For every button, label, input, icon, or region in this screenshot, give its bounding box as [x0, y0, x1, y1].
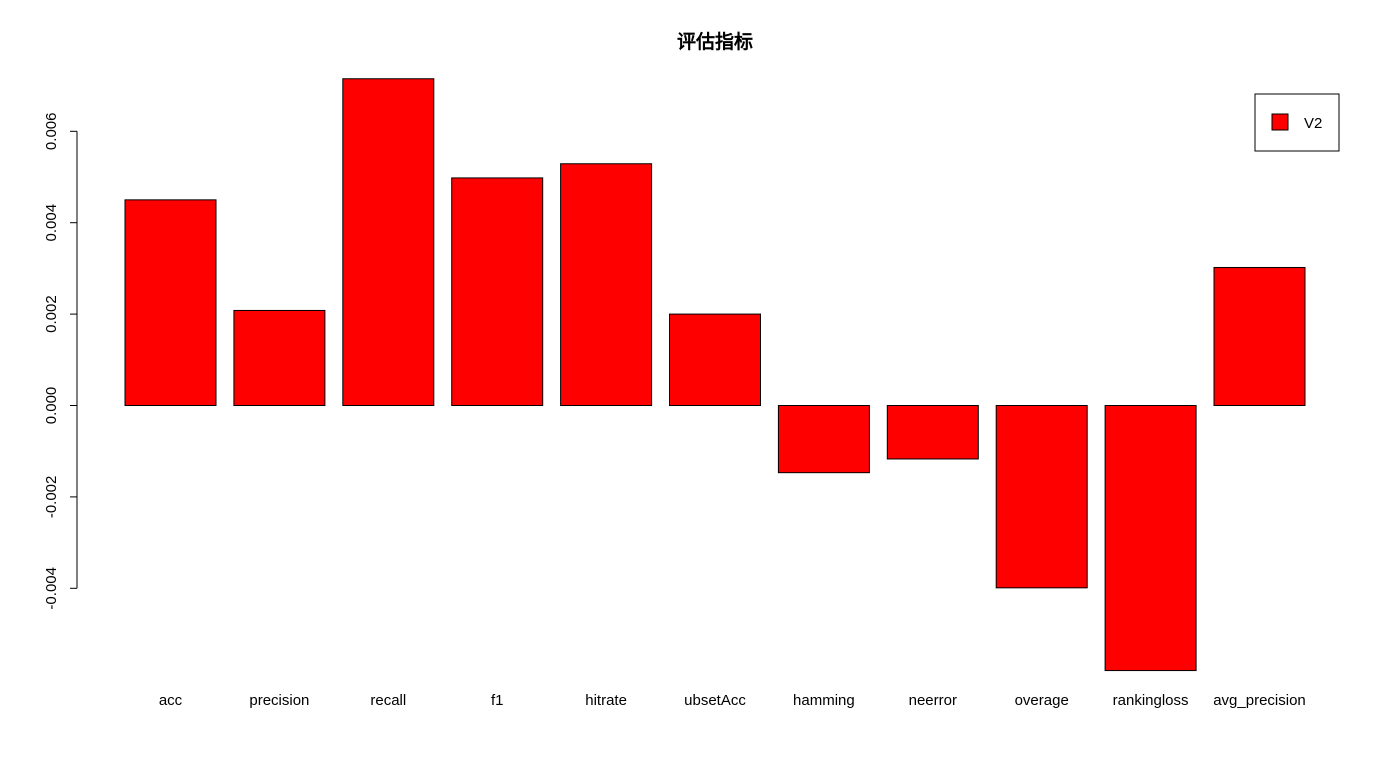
bar-acc	[124, 199, 217, 406]
y-tick-label: 0.002	[43, 295, 60, 333]
category-label: recall	[370, 692, 406, 709]
y-tick-label: 0.004	[43, 204, 60, 242]
category-label: ubsetAcc	[684, 692, 746, 709]
category-labels: acc precision recall f1 hitrate ubsetAcc hammi…	[159, 692, 1306, 709]
bar-hitrate	[560, 163, 653, 406]
y-axis: 0.006 0.004 0.002 0.000 -0.002 -0.004	[43, 113, 78, 610]
bar-precision	[233, 309, 326, 406]
bar-ubsetAcc	[669, 313, 761, 407]
legend-box	[1254, 93, 1340, 152]
legend-label: V2	[1304, 115, 1322, 132]
category-label: neerror	[909, 692, 957, 709]
category-label: rankingloss	[1113, 692, 1189, 709]
bar-hamming	[777, 405, 870, 474]
y-tick-label: 0.006	[43, 113, 60, 151]
bar-overage	[995, 405, 1088, 589]
bar-f1	[451, 177, 544, 406]
y-tick-label: -0.004	[43, 567, 60, 610]
category-label: f1	[491, 692, 504, 709]
bar-recall	[342, 78, 435, 407]
bar-rankingloss	[1104, 405, 1197, 672]
bar-neerror	[886, 405, 979, 460]
legend: V2	[1254, 93, 1340, 152]
category-label: hitrate	[585, 692, 627, 709]
category-label: acc	[159, 692, 183, 709]
category-label: hamming	[793, 692, 855, 709]
category-label: precision	[249, 692, 309, 709]
category-label: avg_precision	[1213, 692, 1306, 709]
y-tick-label: 0.000	[43, 387, 60, 425]
category-label: overage	[1015, 692, 1069, 709]
bar-avg_precision	[1213, 266, 1306, 406]
y-tick-label: -0.002	[43, 476, 60, 519]
legend-swatch	[1271, 113, 1289, 131]
bars	[124, 78, 1306, 672]
chart-title: 评估指标	[677, 30, 753, 53]
